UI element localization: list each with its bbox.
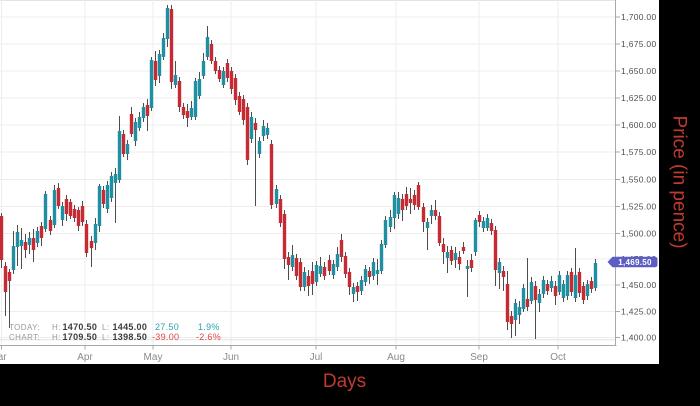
svg-text:1,550.00: 1,550.00 [621, 175, 657, 185]
svg-text:L:: L: [102, 333, 109, 342]
svg-text:-39.00: -39.00 [152, 332, 179, 342]
svg-text:1,500.00: 1,500.00 [621, 229, 657, 239]
svg-text:1,600.00: 1,600.00 [621, 120, 657, 130]
svg-text:H:: H: [52, 323, 61, 332]
svg-text:27.50: 27.50 [155, 322, 179, 332]
svg-text:1,525.00: 1,525.00 [621, 202, 657, 212]
svg-text:CHART:: CHART: [9, 333, 40, 342]
svg-text:Aug: Aug [387, 352, 405, 363]
svg-text:1,450.00: 1,450.00 [621, 280, 657, 290]
svg-text:1,625.00: 1,625.00 [621, 93, 657, 103]
svg-text:Apr: Apr [77, 352, 93, 363]
svg-text:Jun: Jun [223, 352, 239, 363]
svg-text:H:: H: [52, 333, 61, 342]
svg-text:Days: Days [323, 371, 366, 392]
svg-text:1709.50: 1709.50 [63, 332, 98, 342]
svg-text:1445.00: 1445.00 [113, 322, 148, 332]
svg-text:L:: L: [102, 323, 109, 332]
svg-text:-2.6%: -2.6% [196, 332, 221, 342]
svg-text:1,400.00: 1,400.00 [621, 333, 657, 343]
svg-text:TODAY:: TODAY: [9, 323, 40, 332]
svg-text:1470.50: 1470.50 [63, 322, 98, 332]
svg-text:Oct: Oct [550, 352, 566, 363]
svg-text:Mar: Mar [0, 352, 7, 363]
svg-text:May: May [144, 352, 163, 363]
svg-text:1.9%: 1.9% [198, 322, 220, 332]
svg-text:Jul: Jul [310, 352, 323, 363]
svg-text:1,675.00: 1,675.00 [621, 39, 657, 49]
svg-text:1,425.00: 1,425.00 [621, 307, 657, 317]
svg-text:1398.50: 1398.50 [113, 332, 148, 342]
svg-text:Sep: Sep [470, 352, 488, 363]
svg-text:1,469.50: 1,469.50 [618, 258, 652, 267]
svg-text:1,700.00: 1,700.00 [621, 12, 657, 22]
svg-text:Price (in pence): Price (in pence) [669, 115, 690, 248]
svg-text:1,575.00: 1,575.00 [621, 147, 657, 157]
svg-text:1,650.00: 1,650.00 [621, 66, 657, 76]
